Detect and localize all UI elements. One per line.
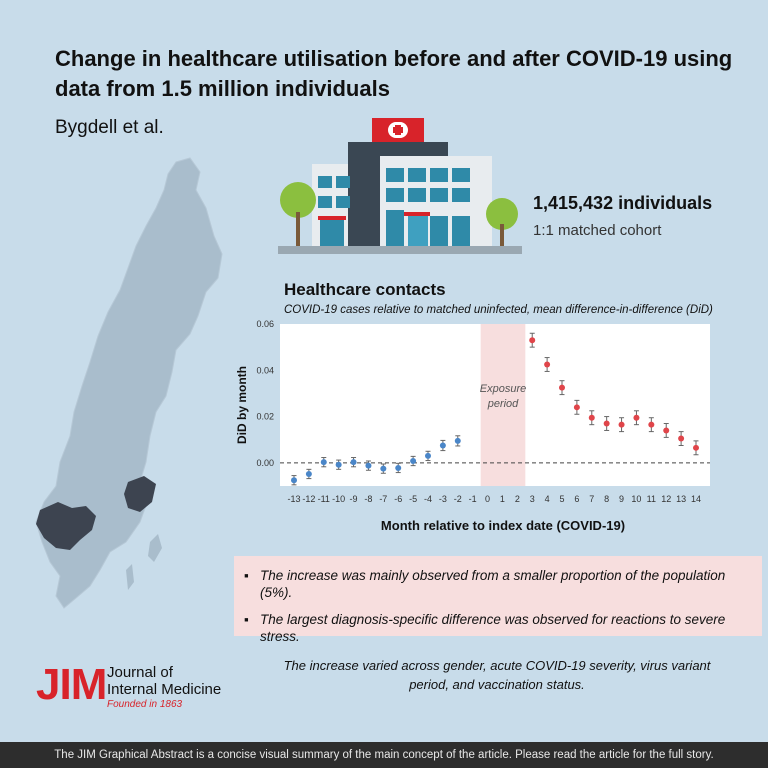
exposure-period-band xyxy=(480,324,526,486)
cohort-size: 1,415,432 individuals xyxy=(533,193,713,213)
y-tick-label: 0.00 xyxy=(256,458,274,468)
x-tick-label: 0 xyxy=(485,494,490,504)
x-tick-label: 1 xyxy=(500,494,505,504)
x-tick-label: -8 xyxy=(364,494,372,504)
x-tick-label: -2 xyxy=(454,494,462,504)
data-point xyxy=(425,452,431,459)
x-tick-label: 9 xyxy=(619,494,624,504)
x-tick-label: -11 xyxy=(318,494,330,504)
x-tick-label: 14 xyxy=(691,494,701,504)
data-point xyxy=(678,435,685,442)
x-tick-label: 3 xyxy=(530,494,535,504)
conclusion-text: The increase varied across gender, acute… xyxy=(283,658,711,692)
journal-name: Journal of Internal Medicine xyxy=(107,664,221,698)
bullet-icon: ▪ xyxy=(244,612,249,627)
journal-name-line1: Journal of xyxy=(107,664,173,681)
finding-item: ▪ The largest diagnosis-specific differe… xyxy=(244,611,752,645)
x-tick-label: -4 xyxy=(424,494,432,504)
x-tick-label: 10 xyxy=(631,494,641,504)
jim-logo: JIM xyxy=(36,660,107,709)
hospital-building-icon xyxy=(278,118,522,254)
data-point xyxy=(439,442,446,449)
data-point xyxy=(320,459,327,466)
data-point xyxy=(603,420,610,427)
data-point xyxy=(380,465,387,472)
page-title: Change in healthcare utilisation before … xyxy=(55,46,733,101)
x-tick-label: 8 xyxy=(604,494,609,504)
data-point xyxy=(410,458,417,465)
y-axis-label: DiD by month xyxy=(235,366,249,444)
data-point xyxy=(573,404,580,411)
exposure-label: Exposure xyxy=(480,383,526,395)
data-point xyxy=(588,414,595,421)
footer-disclaimer: The JIM Graphical Abstract is a concise … xyxy=(0,742,768,768)
x-tick-label: -6 xyxy=(394,494,402,504)
x-tick-label: 11 xyxy=(647,494,656,504)
founded-year: Founded in 1863 xyxy=(107,699,183,710)
data-point xyxy=(618,421,625,428)
x-tick-label: -10 xyxy=(332,494,345,504)
journal-name-line2: Internal Medicine xyxy=(107,681,222,698)
data-point xyxy=(335,461,342,468)
x-tick-label: 2 xyxy=(515,494,520,504)
chart-title: Healthcare contacts xyxy=(284,280,446,299)
y-tick-label: 0.02 xyxy=(256,412,274,422)
data-point xyxy=(365,462,372,469)
x-tick-label: 6 xyxy=(574,494,579,504)
x-tick-label: 5 xyxy=(559,494,564,504)
data-point xyxy=(529,337,536,344)
bullet-icon: ▪ xyxy=(244,568,249,583)
data-point xyxy=(454,437,461,444)
data-point xyxy=(544,361,551,368)
x-tick-label: -12 xyxy=(302,494,315,504)
finding-item: ▪ The increase was mainly observed from … xyxy=(244,567,752,601)
data-point xyxy=(350,459,357,466)
sweden-map-icon xyxy=(35,157,223,609)
data-point xyxy=(559,384,565,391)
data-point xyxy=(633,414,640,421)
x-tick-label: -3 xyxy=(439,494,447,504)
y-tick-label: 0.06 xyxy=(256,319,274,329)
x-tick-label: -9 xyxy=(350,494,358,504)
authors: Bygdell et al. xyxy=(55,117,164,138)
data-point xyxy=(291,477,297,484)
data-point xyxy=(663,427,670,434)
x-tick-label: -13 xyxy=(287,494,300,504)
x-axis-label: Month relative to index date (COVID-19) xyxy=(381,518,625,533)
data-point xyxy=(305,470,312,477)
key-findings: ▪ The increase was mainly observed from … xyxy=(234,556,762,644)
x-tick-label: 4 xyxy=(545,494,550,504)
x-tick-label: 13 xyxy=(676,494,686,504)
finding-text: The increase was mainly observed from a … xyxy=(260,568,726,600)
cohort-design: 1:1 matched cohort xyxy=(533,222,662,239)
chart-subtitle: COVID-19 cases relative to matched uninf… xyxy=(284,304,713,316)
exposure-label: period xyxy=(487,398,519,410)
data-point xyxy=(648,421,655,428)
data-point xyxy=(693,444,699,451)
x-tick-label: 7 xyxy=(589,494,594,504)
y-tick-label: 0.04 xyxy=(256,365,274,375)
x-tick-label: -7 xyxy=(379,494,387,504)
x-tick-label: -1 xyxy=(469,494,477,504)
finding-text: The largest diagnosis-specific differenc… xyxy=(260,612,726,644)
x-tick-label: 12 xyxy=(661,494,671,504)
data-point xyxy=(395,464,402,471)
x-tick-label: -5 xyxy=(409,494,417,504)
